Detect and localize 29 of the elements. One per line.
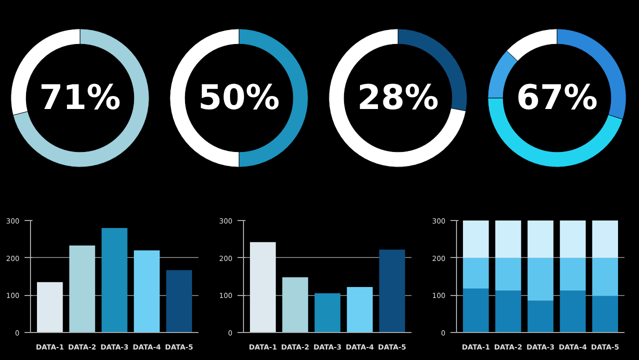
bar bbox=[528, 258, 554, 301]
bar bbox=[495, 290, 522, 332]
bar bbox=[250, 242, 276, 332]
bar bbox=[462, 220, 489, 258]
bar bbox=[528, 220, 554, 258]
bar bbox=[134, 250, 160, 332]
bar bbox=[592, 220, 618, 258]
bar bbox=[495, 220, 522, 258]
bar bbox=[495, 258, 522, 291]
bar bbox=[560, 290, 586, 332]
text: 67% bbox=[516, 78, 598, 118]
bar bbox=[69, 246, 96, 332]
text: 28% bbox=[357, 78, 439, 118]
text: 50% bbox=[198, 78, 280, 118]
bar bbox=[282, 277, 308, 332]
bar bbox=[592, 258, 618, 296]
bar bbox=[592, 296, 618, 332]
bar bbox=[462, 258, 489, 288]
text: 71% bbox=[39, 78, 121, 118]
bar bbox=[102, 228, 128, 332]
bar bbox=[560, 258, 586, 291]
bar bbox=[36, 282, 63, 332]
bar bbox=[560, 220, 586, 258]
bar bbox=[346, 286, 373, 332]
bar bbox=[462, 288, 489, 332]
bar bbox=[528, 300, 554, 332]
bar bbox=[379, 250, 406, 332]
bar bbox=[314, 293, 340, 332]
bar bbox=[166, 270, 192, 332]
